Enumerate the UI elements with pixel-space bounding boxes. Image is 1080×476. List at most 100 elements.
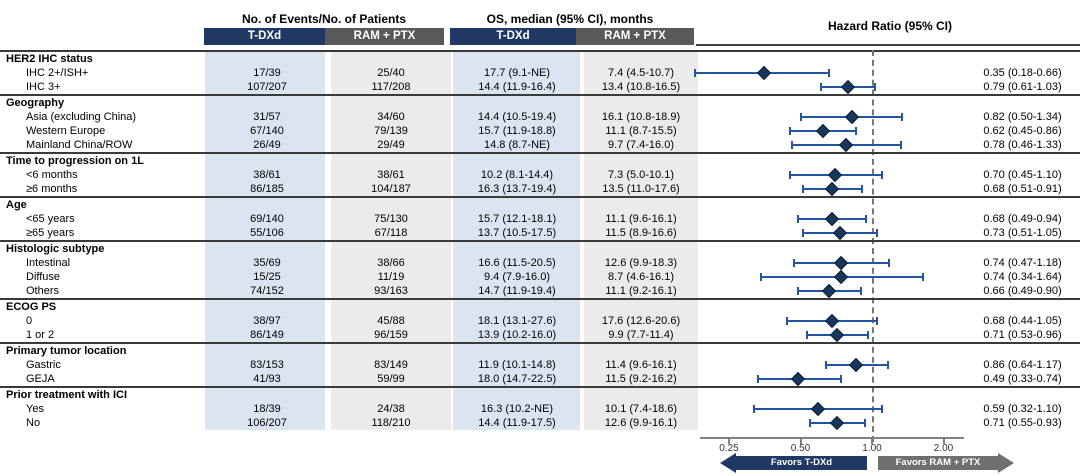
- ci-cap-high: [860, 287, 863, 295]
- events-tdxd-value: 106/207: [247, 417, 287, 429]
- hr-diamond: [825, 313, 840, 329]
- os-ram-ptx-value: 7.3 (5.0-10.1): [607, 169, 675, 181]
- row-label: Others: [26, 285, 60, 297]
- events-ram-ptx-value: 104/187: [371, 183, 411, 195]
- row-label: <6 months: [26, 169, 78, 181]
- table-top-rule: [0, 50, 1080, 52]
- os-tdxd-value: 14.4 (11.9-16.4): [478, 81, 556, 93]
- axis-tick: [871, 437, 873, 444]
- hr-ci-text: 0.78 (0.46-1.33): [983, 139, 1062, 151]
- os-ram-ptx-value: 7.4 (4.5-10.7): [607, 67, 675, 79]
- events-ram-ptx-value: 93/163: [374, 285, 408, 297]
- events-ram-ptx-value: 118/210: [371, 417, 411, 429]
- subgroup-table-body: HER2 IHC status IHC 2+/ISH+ 17/39 25/40 17.7…: [0, 52, 1080, 431]
- subgroup-section: Primary tumor location Gastric 83/153 83/14…: [0, 344, 1080, 388]
- forest-cell: [700, 371, 965, 387]
- ci-cap-low: [824, 361, 827, 369]
- ci-cap-low: [694, 69, 697, 77]
- table-row: No 106/207 118/210 14.4 (11.9-17.5) 12.6 (9.…: [0, 415, 1080, 431]
- ci-cap-high: [922, 273, 925, 281]
- os-median-title: OS, median (95% CI), months: [486, 12, 654, 26]
- hr-diamond: [849, 357, 864, 373]
- hr-ci-text: 0.49 (0.33-0.74): [983, 373, 1062, 385]
- row-label: Intestinal: [26, 257, 71, 269]
- events-tdxd-value: 107/207: [247, 81, 287, 93]
- table-row: Asia (excluding China) 31/57 34/60 14.4 (10…: [0, 109, 1080, 125]
- row-label: GEJA: [26, 373, 55, 385]
- table-row: Yes 18/39 24/38 16.3 (10.2-NE) 10.1 (7.4-18.…: [0, 401, 1080, 417]
- section-title: Histologic subtype: [6, 243, 105, 255]
- os-ram-ptx-value: 11.5 (9.2-16.2): [605, 373, 677, 385]
- hr-diamond: [756, 65, 771, 81]
- forest-cell: [700, 401, 965, 417]
- hr-ci-text: 0.68 (0.44-1.05): [983, 315, 1062, 327]
- table-row: ≥6 months 86/185 104/187 16.3 (13.7-19.4) 13…: [0, 181, 1080, 197]
- ci-cap-high: [880, 405, 883, 413]
- os-ram-ptx-value: 16.1 (10.8-18.9): [601, 111, 681, 123]
- forest-cell: [700, 181, 965, 197]
- forest-cell: [700, 415, 965, 431]
- os-ram-ptx-value: 12.6 (9.9-16.1): [604, 417, 678, 429]
- os-ram-ptx-value: 9.9 (7.7-11.4): [608, 329, 674, 341]
- ci-cap-high: [874, 83, 877, 91]
- hr-ci-text: 0.70 (0.45-1.10): [983, 169, 1062, 181]
- forest-cell: [700, 137, 965, 153]
- os-tdxd-value: 13.7 (10.5-17.5): [477, 227, 557, 239]
- ci-cap-high: [828, 69, 831, 77]
- os-ram-ptx-value: 17.6 (12.6-20.6): [601, 315, 681, 327]
- events-tdxd-value: 31/57: [253, 111, 281, 123]
- events-tdxd-value: 55/106: [250, 227, 284, 239]
- table-row: <6 months 38/61 38/61 10.2 (8.1-14.4) 7.3 (5…: [0, 167, 1080, 183]
- ci-cap-high: [839, 375, 842, 383]
- table-row: 0 38/97 45/88 18.1 (13.1-27.6) 17.6 (12.6-20…: [0, 313, 1080, 329]
- os-tdxd-value: 14.8 (8.7-NE): [483, 139, 551, 151]
- events-tdxd-value: 26/49: [253, 139, 281, 151]
- forest-cell: [700, 313, 965, 329]
- section-title: ECOG PS: [6, 301, 57, 313]
- forest-cell: [700, 167, 965, 183]
- events-tdxd-value: 38/61: [253, 169, 281, 181]
- subgroup-section: Age <65 years 69/140 75/130 15.7 (12.1-18.1)…: [0, 198, 1080, 242]
- ci-cap-low: [801, 229, 804, 237]
- row-label: Yes: [26, 403, 44, 415]
- events-ram-ptx-value: 25/40: [377, 67, 405, 79]
- axis-tick-label: 1.00: [862, 443, 882, 454]
- ci-cap-low: [788, 127, 791, 135]
- favors-tdxd-arrowhead: [720, 453, 736, 473]
- ci-cap-low: [753, 405, 756, 413]
- os-tdxd-value: 15.7 (12.1-18.1): [477, 213, 557, 225]
- hr-ci-text: 0.79 (0.61-1.03): [983, 81, 1062, 93]
- events-ram-ptx-value: 11/19: [377, 271, 405, 283]
- ci-cap-low: [797, 287, 800, 295]
- subgroup-section: HER2 IHC status IHC 2+/ISH+ 17/39 25/40 17.7…: [0, 52, 1080, 96]
- section-title: Geography: [6, 97, 65, 109]
- hr-diamond: [832, 225, 847, 241]
- hr-ci-text: 0.59 (0.32-1.10): [983, 403, 1062, 415]
- table-row: Intestinal 35/69 38/66 16.6 (11.5-20.5) 12.6…: [0, 255, 1080, 271]
- section-header-row: Prior treatment with ICI: [0, 388, 1080, 402]
- forest-cell: [700, 109, 965, 125]
- os-ram-ptx-column-header: RAM + PTX: [576, 28, 694, 45]
- ci-cap-high: [901, 113, 904, 121]
- table-row: IHC 2+/ISH+ 17/39 25/40 17.7 (9.1-NE) 7.4 (4…: [0, 65, 1080, 81]
- forest-cell: [700, 283, 965, 299]
- axis-tick: [799, 437, 802, 444]
- events-tdxd-value: 67/140: [250, 125, 284, 137]
- hr-diamond: [825, 211, 840, 227]
- row-label: Gastric: [26, 359, 61, 371]
- favors-ram-ptx-arrow: Favors RAM + PTX: [878, 456, 998, 470]
- hr-ci-text: 0.68 (0.49-0.94): [983, 213, 1062, 225]
- subgroup-section: Time to progression on 1L <6 months 38/61 3…: [0, 154, 1080, 198]
- hr-ci-text: 0.68 (0.51-0.91): [983, 183, 1062, 195]
- forest-cell: [700, 357, 965, 373]
- os-ram-ptx-value: 11.1 (9.6-16.1): [605, 213, 677, 225]
- hr-ci-text: 0.71 (0.53-0.96): [983, 329, 1062, 341]
- ci-cap-high: [888, 259, 891, 267]
- hr-ci-text: 0.35 (0.18-0.66): [983, 67, 1062, 79]
- table-row: ≥65 years 55/106 67/118 13.7 (10.5-17.5) 11.…: [0, 225, 1080, 241]
- events-ram-ptx-value: 75/130: [374, 213, 408, 225]
- table-row: 1 or 2 86/149 96/159 13.9 (10.2-16.0) 9.9 (7…: [0, 327, 1080, 343]
- os-ram-ptx-value: 13.5 (11.0-17.6): [602, 183, 680, 195]
- ci-cap-low: [799, 113, 802, 121]
- events-tdxd-value: 69/140: [250, 213, 284, 225]
